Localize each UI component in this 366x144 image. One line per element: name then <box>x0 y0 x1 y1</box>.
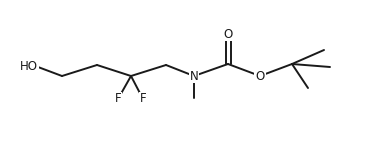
Text: F: F <box>140 92 146 106</box>
Text: N: N <box>190 70 198 83</box>
Text: HO: HO <box>20 60 38 73</box>
Text: F: F <box>115 92 121 106</box>
Text: O: O <box>255 70 265 83</box>
Text: O: O <box>223 28 233 40</box>
